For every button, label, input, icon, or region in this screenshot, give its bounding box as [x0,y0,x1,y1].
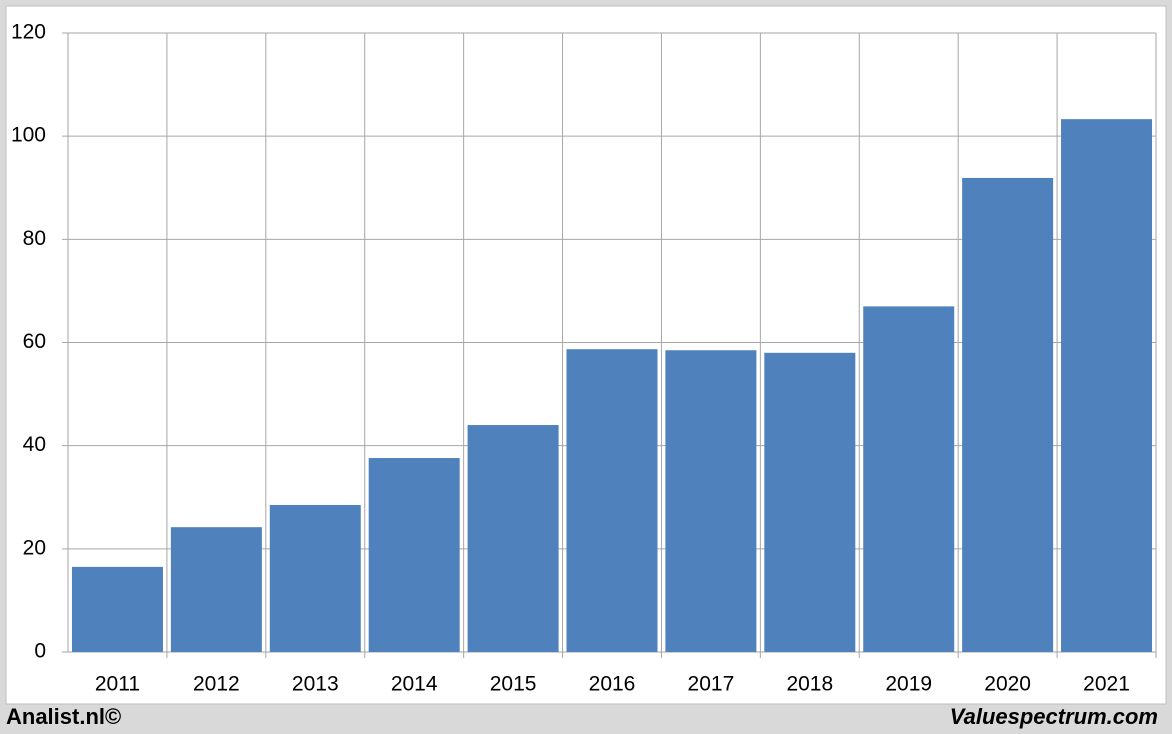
y-tick-label: 60 [23,330,46,353]
bar [764,352,856,652]
bar [170,527,262,652]
x-tick-label: 2017 [688,673,735,696]
bar [467,425,559,652]
y-tick-label: 100 [11,124,46,147]
bar [962,177,1054,653]
x-tick-label: 2011 [95,673,140,696]
x-tick-label: 2020 [984,673,1031,696]
y-tick-label: 0 [34,640,46,663]
bar [368,458,460,652]
y-tick-label: 20 [23,536,46,559]
bar [665,350,757,652]
y-tick-label: 40 [23,433,46,456]
bar [863,306,955,652]
bar [269,504,361,652]
x-tick-label: 2016 [589,673,636,696]
x-tick-label: 2019 [885,673,932,696]
x-tick-label: 2014 [391,673,438,696]
x-tick-label: 2021 [1083,673,1130,696]
x-tick-label: 2013 [292,673,339,696]
y-tick-label: 80 [23,227,46,250]
watermark-label: Valuespectrum.com [950,704,1158,729]
bar [1061,119,1153,652]
y-tick-label: 120 [11,21,46,44]
source-label: Analist.nl© [6,704,121,729]
x-tick-label: 2018 [786,673,833,696]
bar [566,349,658,652]
x-tick-label: 2015 [490,673,537,696]
x-tick-label: 2012 [193,673,240,696]
bar [71,566,163,652]
